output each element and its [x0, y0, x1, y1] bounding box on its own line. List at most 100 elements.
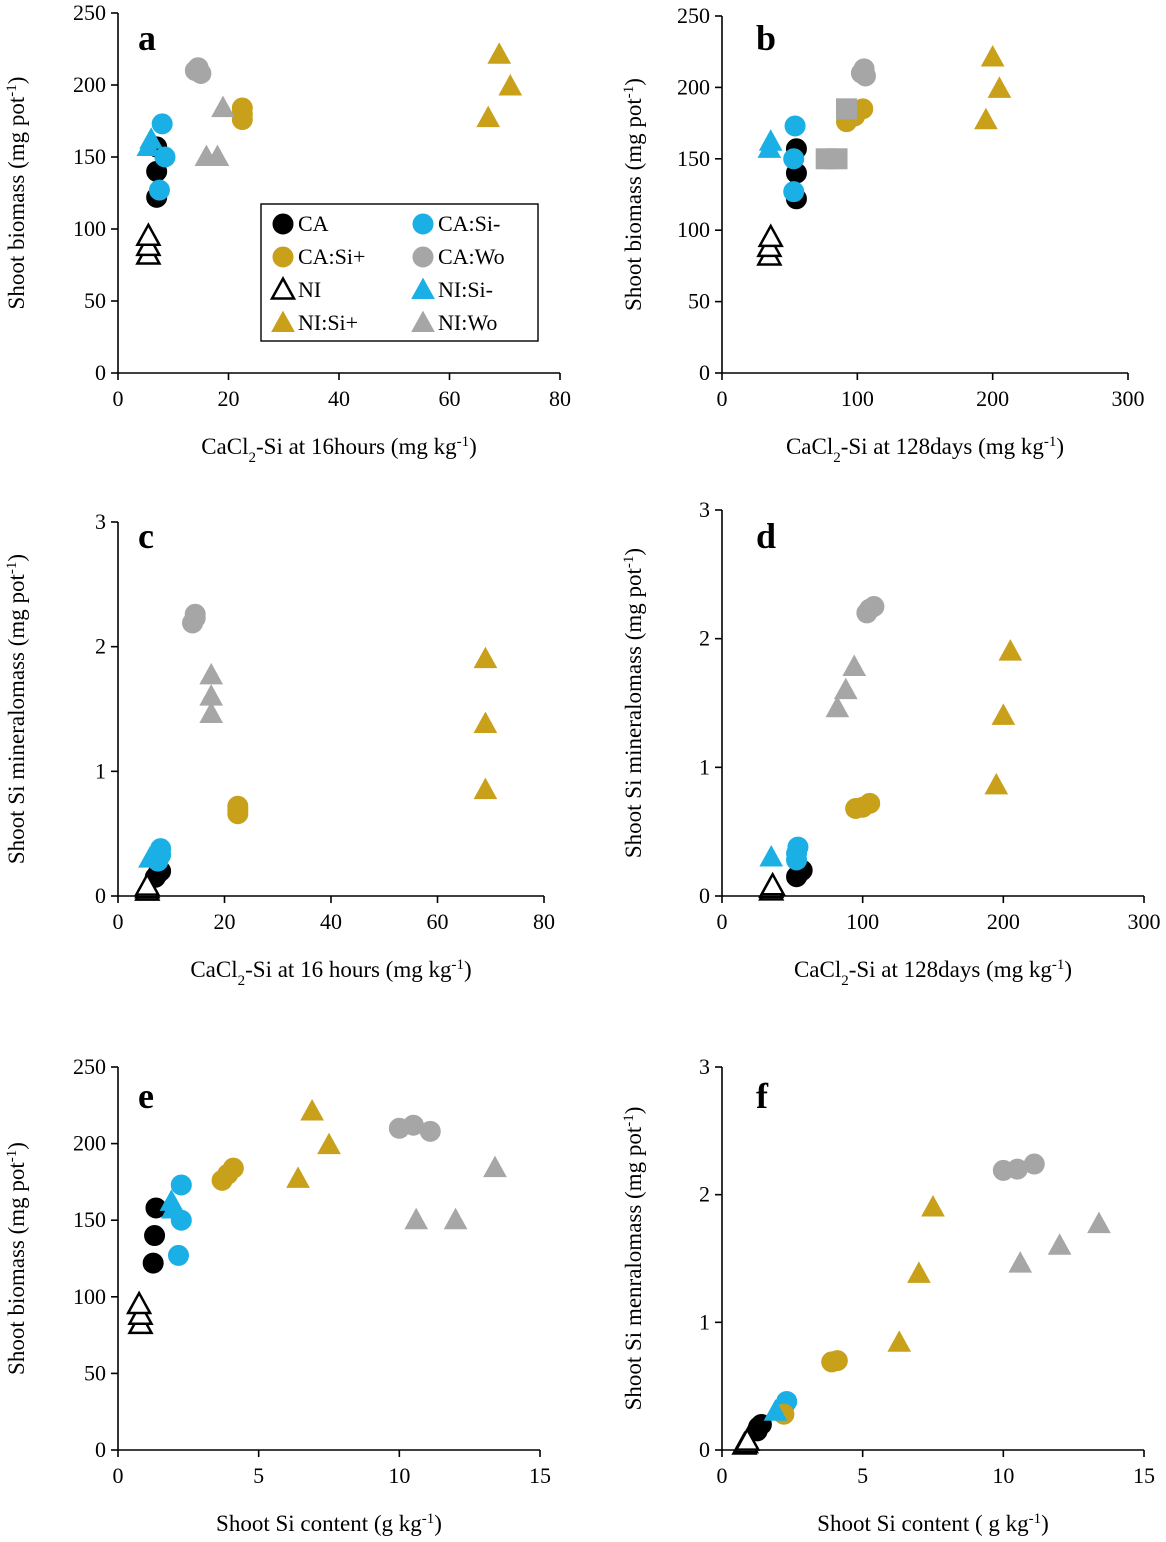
data-point-casi- [227, 795, 249, 817]
data-point-casi- [222, 1157, 244, 1179]
legend-marker [269, 276, 297, 300]
y-axis-label: Shoot Si mineralomass (mg pot-1) [4, 554, 29, 864]
y-axis-label: Shoot biomass (mg pot-1) [621, 78, 646, 311]
legend-label: CA:Wo [438, 244, 505, 269]
legend-marker [272, 246, 294, 268]
data-point-niwosq [826, 148, 848, 170]
legend-marker [412, 213, 434, 235]
data-point-nisi- [476, 105, 501, 128]
legend-label: NI:Si+ [298, 310, 358, 335]
data-point-cawo [190, 62, 212, 84]
data-point-niwo [404, 1207, 429, 1230]
data-point-ni [759, 871, 786, 896]
data-point-casi- [170, 1174, 192, 1196]
y-tick-label: 1 [699, 1309, 710, 1334]
y-tick-label: 1 [95, 758, 106, 783]
y-tick-label: 150 [73, 144, 106, 169]
data-point-nisi- [473, 711, 498, 734]
y-tick-label: 3 [95, 509, 106, 534]
data-point-nisi- [473, 646, 498, 669]
legend-label: NI:Wo [438, 310, 497, 335]
legend-marker [411, 277, 435, 300]
panel-a: 0 50 100 150 200 250 0 20 40 60 80 CaCl2-Si at 16ho… [4, 0, 571, 466]
y-axis-label: Shoot biomass (mg pot-1) [4, 1142, 29, 1375]
x-tick-label: 0 [717, 909, 728, 934]
data-point-nisi- [161, 1197, 185, 1219]
data-point-cawo [1023, 1153, 1045, 1175]
data-point-nisi- [317, 1132, 341, 1155]
x-tick-label: 0 [717, 386, 728, 411]
data-point-ni [757, 223, 784, 248]
y-tick-label: 200 [677, 74, 710, 99]
data-point-nisi- [998, 639, 1023, 661]
x-tick-label: 5 [857, 1463, 868, 1488]
data-point-casi- [154, 146, 176, 168]
data-point-casi- [826, 1350, 848, 1372]
y-tick-label: 50 [688, 289, 710, 314]
y-tick-label: 50 [84, 288, 106, 313]
x-tick-label: 300 [1128, 909, 1161, 934]
data-point-nisi- [974, 107, 998, 130]
x-tick-label: 40 [320, 909, 342, 934]
data-point-cawo [184, 603, 206, 625]
y-tick-label: 0 [95, 1437, 106, 1462]
legend-label: CA:Si+ [298, 244, 365, 269]
panel-letter: d [756, 516, 776, 556]
data-point-nisi- [139, 127, 163, 149]
x-axis-label: CaCl2-Si at 128days (mg kg-1) [786, 434, 1064, 466]
x-axis-label: Shoot Si content ( g kg-1) [817, 1511, 1049, 1536]
legend-marker [412, 246, 434, 268]
y-tick-label: 250 [73, 0, 106, 25]
panel-letter: e [138, 1076, 154, 1116]
y-tick-label: 2 [699, 626, 710, 651]
x-tick-label: 60 [427, 909, 449, 934]
data-point-nisi- [980, 44, 1005, 67]
y-tick-label: 200 [73, 1131, 106, 1156]
x-tick-label: 80 [549, 386, 571, 411]
x-tick-label: 0 [113, 909, 124, 934]
data-point-nisi- [987, 76, 1012, 98]
data-point-nisi- [498, 74, 523, 96]
x-tick-label: 10 [388, 1463, 410, 1488]
data-point-niwo [833, 677, 858, 700]
legend-marker [411, 310, 435, 333]
x-tick-label: 0 [113, 386, 124, 411]
y-tick-label: 100 [73, 1284, 106, 1309]
legend-label: CA:Si- [438, 211, 500, 236]
data-point-niwo [199, 684, 224, 706]
data-point-niwo [825, 695, 850, 718]
data-point-casi- [783, 148, 805, 170]
data-point-niwo [1087, 1211, 1111, 1234]
legend-label: CA [298, 211, 329, 236]
data-point-niwosq [836, 98, 858, 120]
y-tick-label: 100 [73, 216, 106, 241]
y-tick-label: 200 [73, 72, 106, 97]
x-tick-label: 0 [113, 1463, 124, 1488]
x-tick-label: 15 [1133, 1463, 1155, 1488]
data-point-nisi- [991, 703, 1016, 725]
data-point-casi- [784, 115, 806, 137]
data-point-nisi- [763, 1399, 788, 1421]
data-point-niwo [1008, 1251, 1033, 1273]
data-point-nisi- [487, 42, 512, 64]
data-point-casi- [787, 836, 809, 858]
x-tick-label: 20 [214, 909, 236, 934]
y-tick-label: 0 [699, 360, 710, 385]
data-point-niwo [205, 144, 230, 167]
y-tick-label: 150 [677, 146, 710, 171]
y-axis-label: Shoot Si menralomass (mg pot-1) [621, 1107, 646, 1411]
data-point-cawo [419, 1120, 441, 1142]
data-point-nisi- [759, 844, 784, 867]
panel-e: 0 50 100 150 200 250 0 5 10 15 Shoot Si content (g… [4, 1054, 551, 1536]
y-tick-label: 100 [677, 217, 710, 242]
data-point-nisi- [300, 1098, 324, 1121]
data-point-nisi- [473, 777, 498, 800]
data-point-ni [734, 1427, 761, 1451]
data-point-niwo [1047, 1233, 1072, 1255]
data-point-niwo [842, 654, 867, 677]
y-tick-label: 0 [95, 883, 106, 908]
data-point-nisi- [140, 843, 165, 866]
y-axis-label: Shoot biomass (mg pot-1) [4, 77, 29, 310]
y-tick-label: 1 [699, 754, 710, 779]
y-axis-label: Shoot Si mineralomass (mg pot-1) [621, 548, 646, 858]
